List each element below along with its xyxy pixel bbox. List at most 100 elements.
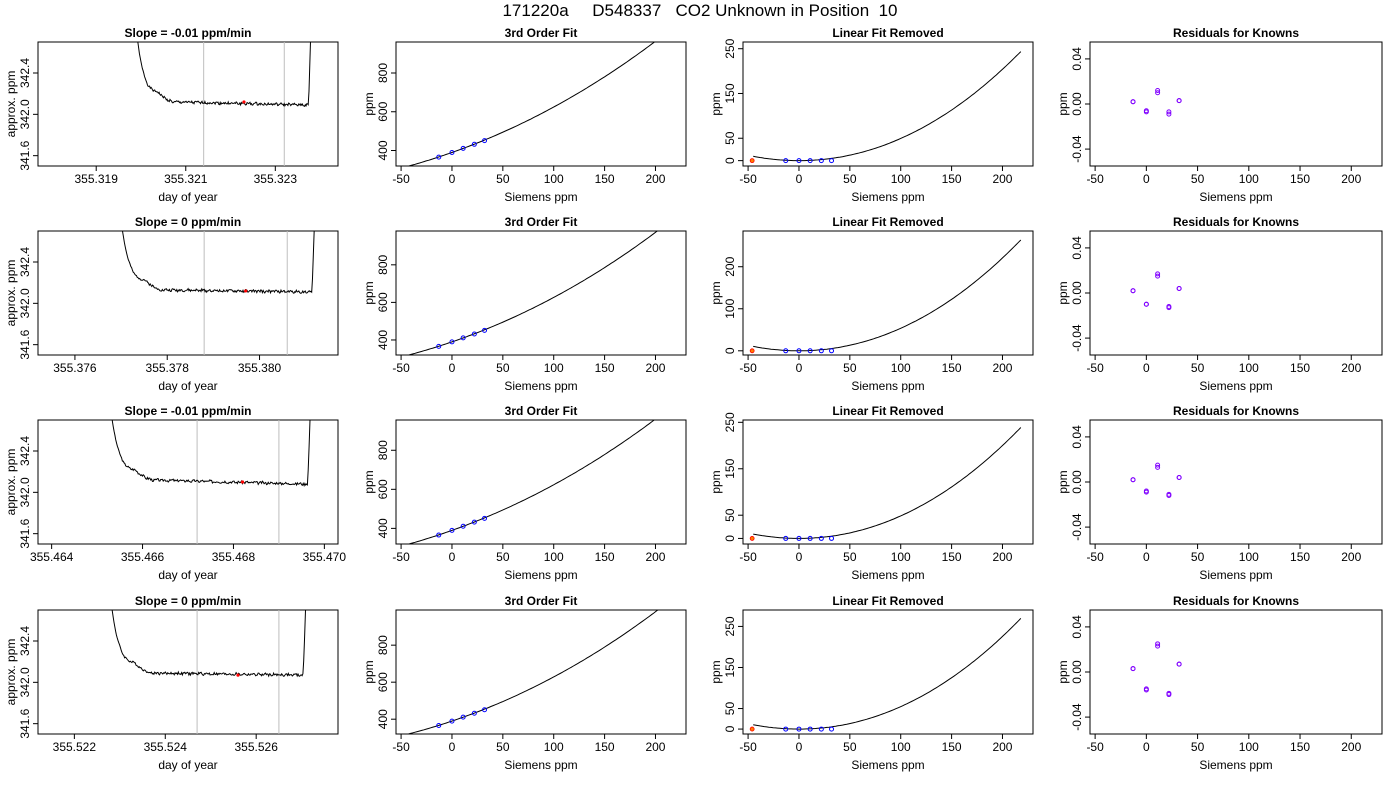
- y-axis-label: ppm: [709, 92, 723, 115]
- known-point: [818, 726, 824, 732]
- residual-point: [1130, 99, 1136, 105]
- y-axis-label: ppm: [709, 281, 723, 304]
- x-tick-label: 355.470: [303, 550, 347, 564]
- plot-frame: [37, 41, 339, 167]
- y-tick-label: 250: [723, 412, 737, 432]
- x-tick-label: 0: [796, 172, 803, 186]
- plot-frame: [395, 41, 687, 167]
- panel-2-1: Slope = 0 ppm/min 355.376 355.378 355.380 34…: [4, 215, 339, 393]
- y-axis-label: ppm: [362, 281, 376, 304]
- known-point: [471, 519, 477, 525]
- plot-frame: [742, 230, 1034, 356]
- plot-area: [407, 420, 656, 544]
- x-tick-label: 100: [891, 740, 911, 754]
- x-axis-label: day of year: [158, 568, 217, 582]
- residual-point: [1143, 109, 1149, 115]
- y-axis-label: approx. ppm: [4, 260, 18, 327]
- y-axis-label: approx. ppm: [4, 71, 18, 138]
- plot-frame: [395, 419, 687, 545]
- y-tick-label: 342.4: [18, 626, 32, 656]
- panel-1-1: Slope = -0.01 ppm/min 355.319 355.321 355.3…: [4, 26, 339, 204]
- x-tick-label: 50: [496, 740, 510, 754]
- y-tick-label: 342.4: [18, 436, 32, 466]
- panel-3-3: Linear Fit Removed -50 0 50 100 150 200 0 50 150 2…: [709, 404, 1034, 582]
- y-tick-label: -0.04: [1070, 513, 1084, 541]
- panel-2-3: Linear Fit Removed-50 0 50 100 150 2000100200…: [709, 215, 1034, 393]
- residual-point: [1166, 692, 1172, 698]
- plot-area: [1130, 87, 1182, 117]
- y-axis-label: ppm: [362, 92, 376, 115]
- panel-title: 3rd Order Fit: [505, 215, 578, 229]
- x-tick-label: -50: [1086, 172, 1104, 186]
- x-tick-label: 100: [1239, 550, 1259, 564]
- y-tick-label: 342.0: [18, 477, 32, 507]
- known-point: [783, 348, 789, 354]
- residual-point: [1166, 109, 1172, 115]
- plot-frame: [1089, 609, 1383, 735]
- known-point: [818, 158, 824, 164]
- y-tick-label: 0.04: [1070, 425, 1084, 449]
- y-axis-label: ppm: [709, 470, 723, 493]
- x-tick-label: 150: [942, 361, 962, 375]
- x-tick-label: 150: [1290, 740, 1310, 754]
- y-tick-label: 600: [376, 672, 390, 692]
- known-point: [449, 339, 455, 345]
- x-tick-label: 200: [992, 172, 1012, 186]
- known-point: [829, 158, 835, 164]
- x-tick-label: 100: [891, 172, 911, 186]
- y-tick-label: 0.00: [1070, 470, 1084, 494]
- x-tick-label: 50: [496, 550, 510, 564]
- x-tick-label: 150: [1290, 361, 1310, 375]
- fit-curve: [406, 610, 659, 734]
- figure-title: 171220a D548337 CO2 Unknown in Position …: [502, 1, 898, 20]
- mean-marker: [242, 100, 246, 104]
- known-point: [796, 158, 802, 164]
- x-tick-label: 355.464: [30, 550, 74, 564]
- x-tick-label: 200: [1341, 740, 1361, 754]
- plot-frame: [395, 230, 687, 356]
- residual-point: [1143, 489, 1149, 495]
- y-axis-label: ppm: [362, 470, 376, 493]
- x-tick-label: 150: [942, 550, 962, 564]
- x-tick-label: 0: [796, 361, 803, 375]
- x-tick-label: -50: [739, 361, 757, 375]
- x-tick-label: 355.376: [53, 361, 97, 375]
- known-point: [436, 343, 442, 349]
- x-tick-label: 150: [942, 740, 962, 754]
- y-axis-label: ppm: [1056, 470, 1070, 493]
- y-tick-label: 0.00: [1070, 281, 1084, 305]
- y-tick-label: 341.6: [18, 518, 32, 548]
- y-tick-label: 400: [376, 140, 390, 160]
- known-point: [796, 535, 802, 541]
- known-point: [783, 158, 789, 164]
- known-point: [818, 535, 824, 541]
- x-tick-label: 100: [544, 550, 564, 564]
- unknown-point: [403, 735, 407, 739]
- known-point: [818, 348, 824, 354]
- y-axis-label: ppm: [1056, 281, 1070, 304]
- x-tick-label: 355.378: [146, 361, 190, 375]
- plot-area: [403, 42, 656, 171]
- x-tick-label: 150: [595, 172, 615, 186]
- x-tick-label: 200: [645, 550, 665, 564]
- panel-1-2: 3rd Order Fit -50 0 50 100 150 200 400 600 800 Sie…: [362, 26, 687, 204]
- x-tick-label: 355.466: [121, 550, 165, 564]
- x-tick-label: 355.380: [238, 361, 282, 375]
- x-axis-label: day of year: [158, 758, 217, 772]
- y-tick-label: 0: [723, 157, 737, 164]
- known-point: [436, 532, 442, 538]
- y-tick-label: 800: [376, 63, 390, 83]
- unknown-point: [403, 167, 407, 171]
- y-axis-label: ppm: [1056, 92, 1070, 115]
- known-point: [471, 331, 477, 337]
- plot-area: [111, 610, 307, 734]
- x-tick-label: 100: [1239, 740, 1259, 754]
- y-tick-label: 100: [723, 298, 737, 318]
- fit-curve: [406, 231, 659, 355]
- known-point: [460, 335, 466, 341]
- panel-3-1: Slope = -0.01 ppm/min 355.464 355.466 355.4…: [4, 404, 347, 582]
- panel-title: 3rd Order Fit: [505, 26, 578, 40]
- y-tick-label: 0.04: [1070, 47, 1084, 71]
- plot-frame: [37, 419, 339, 545]
- panel-title: Slope = 0 ppm/min: [135, 594, 241, 608]
